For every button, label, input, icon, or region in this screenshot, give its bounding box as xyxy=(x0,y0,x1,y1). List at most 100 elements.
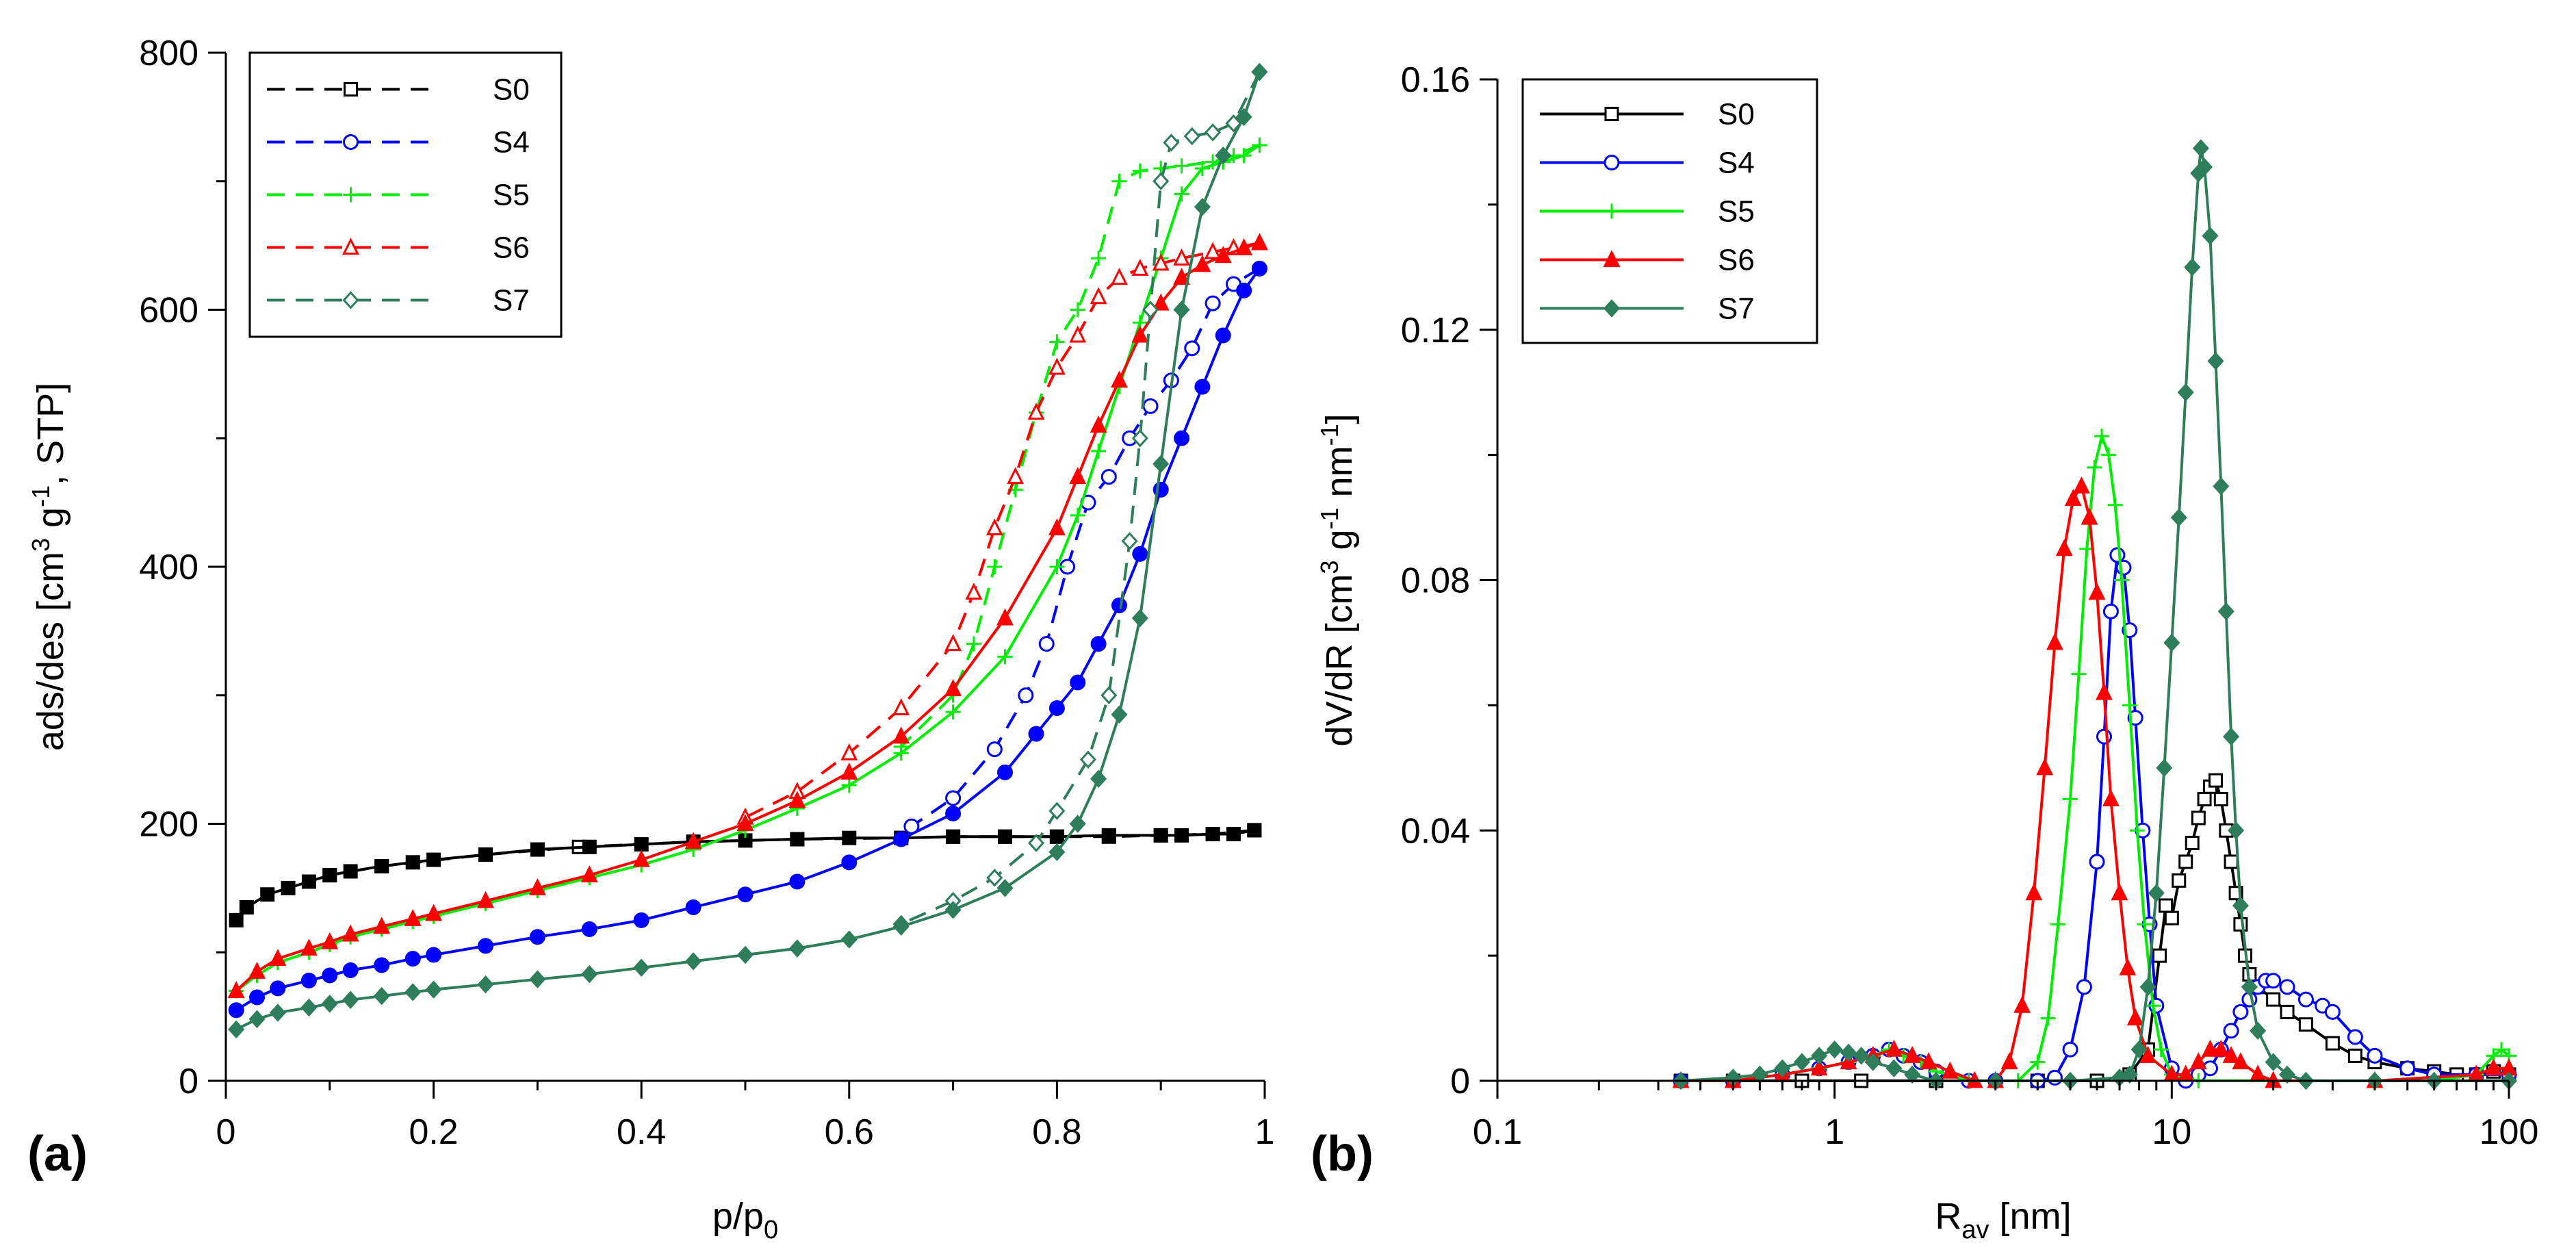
panel-a-s5-desorption-point xyxy=(987,559,1003,574)
panel-b-series-s0 xyxy=(1673,773,2516,1088)
panel-a-s6-desorption-point xyxy=(1152,253,1170,271)
panel-a-s6-adsorption-point xyxy=(269,949,287,967)
panel-b-s4-psd-point xyxy=(2265,973,2282,989)
panel-b-s7-psd-point xyxy=(2250,1021,2267,1040)
panel-b-s7-psd-point xyxy=(2228,821,2245,840)
panel-b-s6-psd-point xyxy=(2222,1046,2240,1063)
panel-a-s6-adsorption-point xyxy=(788,791,806,808)
panel-b-s7-psd-point xyxy=(2241,977,2258,997)
panel-a-s6-desorption-point xyxy=(1131,259,1149,276)
panel-b-s5-psd-point xyxy=(2494,1042,2510,1058)
panel-b-s6-psd-point xyxy=(2025,883,2043,901)
legend-marker xyxy=(342,238,359,255)
panel-b-s0-psd-point xyxy=(2185,836,2200,851)
panel-a-s4-adsorption-point xyxy=(1090,636,1107,652)
panel-a-s7-desorption-point xyxy=(1183,127,1200,146)
panel-a-s7-adsorption-point xyxy=(1235,107,1252,127)
panel-b-x-tick-label: 1 xyxy=(1825,1112,1844,1152)
panel-a-series xyxy=(227,62,1268,1039)
panel-a-s7-adsorption-point xyxy=(1069,815,1086,833)
panel-a-s4-adsorption-point xyxy=(737,886,754,903)
panel-a-s4-adsorption-point xyxy=(404,951,421,967)
panel-a-s4-adsorption-point xyxy=(1048,700,1065,717)
panel-b-s0-psd-point xyxy=(2233,917,2248,932)
panel-a-s5-adsorption-point xyxy=(1174,186,1189,202)
panel-a-series-s6 xyxy=(227,233,1268,999)
panel-a-s0-adsorption-point xyxy=(1226,827,1241,842)
panel-b-s0-psd-point xyxy=(2280,1004,2295,1019)
panel-a-s6-adsorption-point xyxy=(1131,325,1149,343)
panel-b-s5-psd-point xyxy=(2114,572,2130,588)
panel-a-s0-adsorption-point xyxy=(478,847,493,862)
panel-b-series-s7 xyxy=(1673,139,2518,1090)
panel-a-s7-desorption-point xyxy=(1205,123,1222,142)
panel-b-s0-psd-point xyxy=(2178,854,2193,869)
legend-entry-s6: S6 xyxy=(1540,244,1755,277)
legend-marker xyxy=(344,82,358,97)
panel-b-s7-psd-point xyxy=(2156,758,2173,778)
panel-b-s7-psd-point xyxy=(2184,258,2201,277)
panel-b-s4-psd-point xyxy=(2232,1003,2249,1020)
panel-b-s4-psd-point xyxy=(2279,979,2295,995)
panel-b-s4-psd-point xyxy=(2324,1003,2341,1020)
panel-b-s4-psd-point xyxy=(2367,1047,2383,1064)
panel-b-series-s5 xyxy=(1673,428,2516,1088)
panel-a-s6-desorption-point xyxy=(944,634,962,652)
legend-marker xyxy=(342,291,359,309)
panel-a-s7-desorption-point xyxy=(1142,300,1159,319)
panel-a-s4-adsorption-point xyxy=(1132,546,1148,562)
legend-marker xyxy=(1604,203,1619,219)
panel-a-s7-adsorption-point xyxy=(1048,843,1066,862)
panel-b-s6-psd-point xyxy=(2232,1052,2250,1070)
panel-a-s4-adsorption-point xyxy=(1236,282,1252,298)
panel-b-s7-psd-point xyxy=(1853,1047,1870,1065)
panel-a-s6-adsorption-point xyxy=(227,981,245,999)
legend-entry-s5: S5 xyxy=(267,179,530,212)
panel-b-s0-psd-point xyxy=(2159,898,2174,913)
panel-a-s6-adsorption-point xyxy=(944,679,962,696)
panel-a-s4-adsorption-point xyxy=(228,1002,244,1019)
panel-a-s6-adsorption-point xyxy=(1173,268,1190,285)
legend-entry-s4: S4 xyxy=(267,126,530,159)
panel-a-s6-adsorption-point xyxy=(321,932,339,949)
legend-marker xyxy=(343,187,359,203)
panel-a-s4-desorption-point xyxy=(1100,469,1117,485)
panel-b-s7-psd-point xyxy=(2217,602,2234,621)
panel-b-s7-psd-point xyxy=(2130,1040,2148,1059)
panel-a-s4-adsorption-point xyxy=(893,831,910,847)
panel-a-s7-adsorption-point xyxy=(788,939,806,958)
panel-a-s5-desorption-point xyxy=(1111,173,1127,189)
panel-a-series-s0 xyxy=(229,823,1262,927)
panel-b-s4-psd-point xyxy=(2399,1060,2416,1077)
panel-b-s7-psd-point xyxy=(1793,1053,1810,1071)
panel-b-s5-psd-point xyxy=(2145,998,2161,1014)
panel-a-s4-adsorption-point xyxy=(478,938,493,954)
panel-a-s4-desorption-line xyxy=(910,267,1261,828)
panel-b-series xyxy=(1672,139,2518,1090)
panel-a-series-s4 xyxy=(228,260,1267,1019)
panel-b-s7-psd-point xyxy=(1840,1043,1857,1062)
panel-b-legend: S0 S4 S5 S6 S7 xyxy=(1521,78,1818,344)
legend-entry-s0: S0 xyxy=(267,73,530,107)
panel-a-s0-adsorption-point xyxy=(426,852,441,867)
panel-b-s6-psd-point xyxy=(2081,507,2098,525)
panel-a-s5-adsorption-point xyxy=(1049,559,1065,574)
panel-a-s4-adsorption-point xyxy=(270,980,286,997)
panel-a-s4-adsorption-point xyxy=(1174,430,1190,446)
panel-a-s7-adsorption-point xyxy=(1152,455,1170,474)
panel-a-s6-desorption-point xyxy=(1173,248,1190,266)
panel-a-s4-adsorption-point xyxy=(426,947,442,963)
panel-a-s7-adsorption-point xyxy=(1090,769,1107,789)
panel-b: 0 0.04 0.08 0.12 0.16 0.1 1 10 100 Rav [nm] dV/d… xyxy=(1311,60,2538,1244)
panel-a-s4-desorption-point xyxy=(1184,340,1200,357)
panel-a-s5-desorption-point xyxy=(1174,158,1189,174)
panel-b-s7-psd-point xyxy=(2148,884,2165,902)
panel-b-s7-psd-point xyxy=(2265,1053,2282,1071)
panel-a-s7-adsorption-point xyxy=(404,983,422,1001)
panel-b-series-s6 xyxy=(1672,476,2518,1088)
panel-b-s0-psd-point xyxy=(2325,1036,2340,1051)
panel-b-s5-psd-point xyxy=(2071,666,2087,682)
panel-a-s6-desorption-point xyxy=(840,743,858,760)
panel-a-s7-adsorption-point xyxy=(996,879,1014,897)
panel-a-s0-adsorption-point xyxy=(634,837,649,852)
